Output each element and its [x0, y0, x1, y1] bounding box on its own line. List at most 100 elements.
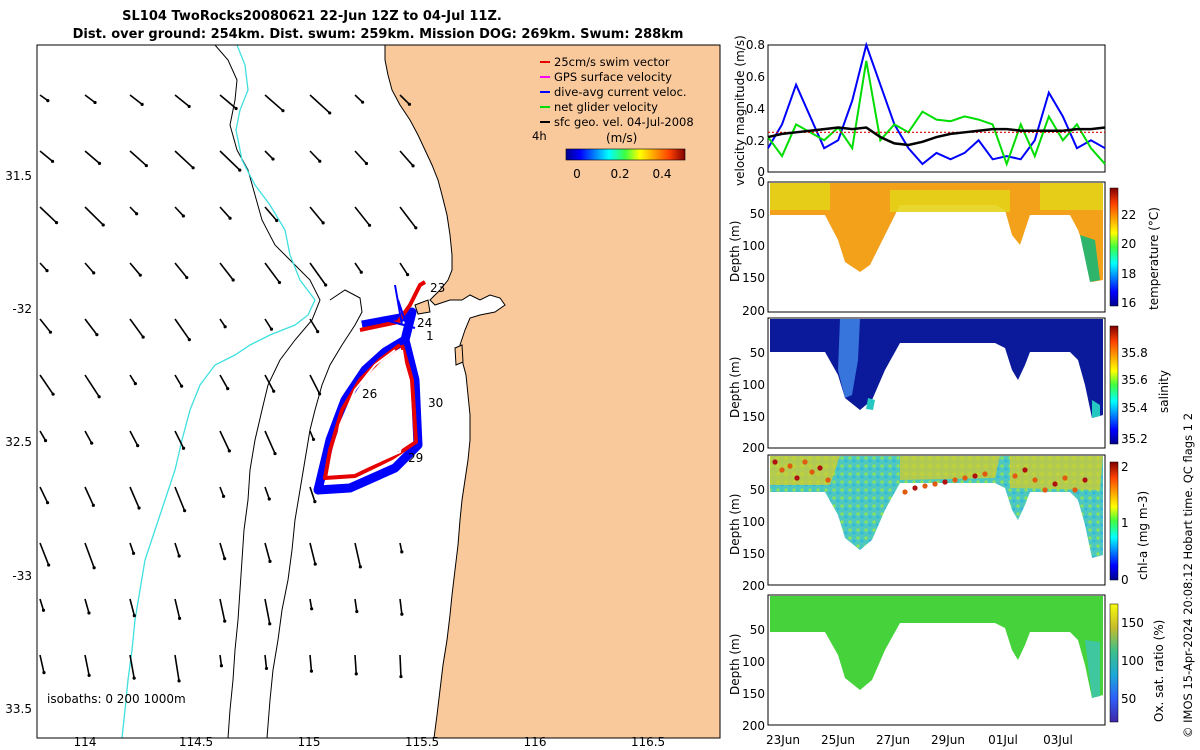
- current-vector-78: [264, 598, 271, 624]
- vel-ytick-1: 0.2: [746, 134, 765, 148]
- current-vector-head-72: [400, 550, 404, 554]
- current-vector-64: [39, 542, 50, 566]
- time-tick-3: 29Jun: [931, 733, 965, 747]
- current-vector-head-54: [227, 449, 231, 453]
- current-vector-43: [39, 374, 54, 395]
- chla-colorbar: [1109, 461, 1119, 581]
- current-vector-5: [264, 94, 284, 112]
- current-vector-18: [39, 206, 58, 224]
- ox-ctick-1: 100: [1121, 654, 1144, 668]
- current-vector-25: [354, 206, 371, 226]
- map-ytick-2: 32.5: [5, 435, 32, 449]
- current-vector-head-83: [87, 673, 91, 677]
- chla-dot-18: [1022, 467, 1028, 473]
- current-vector-87: [264, 654, 268, 669]
- chla-dot-8: [902, 489, 908, 495]
- current-vector-76: [174, 598, 181, 619]
- vel-ytick-0: 0: [757, 165, 765, 179]
- current-vector-47: [219, 374, 229, 390]
- vel-ytick-4: 0.8: [746, 38, 765, 52]
- sal-colorbar: [1109, 325, 1119, 445]
- current-vector-head-39: [187, 337, 191, 342]
- current-vector-head-28: [92, 271, 96, 275]
- temp-surface: [770, 183, 1103, 212]
- current-vector-head-60: [183, 509, 187, 513]
- temp-ctick-3: 22: [1121, 208, 1136, 222]
- current-vector-head-8: [407, 102, 412, 106]
- current-vector-head-74: [87, 611, 91, 615]
- day-label-26: 26: [362, 387, 377, 401]
- current-vectors: [39, 94, 418, 683]
- current-vector-head-10: [97, 161, 102, 166]
- current-vector-29: [129, 262, 141, 276]
- chla-dot-0: [772, 459, 778, 465]
- current-vector-head-69: [268, 559, 272, 563]
- current-vector-head-45: [133, 382, 137, 386]
- current-vector-head-68: [223, 557, 227, 561]
- legend-label-1: GPS surface velocity: [554, 70, 672, 84]
- current-vector-80: [354, 598, 358, 612]
- current-vector-head-87: [264, 666, 269, 671]
- chla-dot-3: [794, 475, 800, 481]
- current-vector-22: [219, 206, 231, 219]
- ox-deep: [1085, 640, 1100, 698]
- current-vector-head-36: [48, 330, 53, 334]
- current-vector-head-7: [360, 100, 365, 104]
- current-vector-head-53: [181, 446, 186, 450]
- current-vector-head-19: [101, 223, 105, 227]
- current-vector-8: [399, 94, 411, 105]
- chla-dot-14: [962, 475, 968, 481]
- track-red: [323, 280, 427, 480]
- ox-ctick-2: 150: [1121, 616, 1144, 630]
- chla-clabel: chl-a (mg m-3): [1136, 491, 1150, 580]
- current-vector-23: [264, 206, 278, 222]
- current-vector-head-32: [277, 280, 282, 285]
- temp-clabel: temperature (°C): [1147, 207, 1161, 310]
- current-vector-head-38: [141, 335, 145, 339]
- temp-ctick-2: 20: [1121, 237, 1136, 251]
- current-vector-3: [174, 94, 190, 108]
- day-label-29: 29: [408, 451, 423, 465]
- current-vector-89: [354, 654, 358, 674]
- current-vector-head-55: [273, 451, 277, 456]
- chla-ytick-2: 100: [742, 515, 765, 529]
- temp-ctick-1: 18: [1121, 267, 1136, 281]
- time-tick-4: 01Jul: [988, 733, 1018, 747]
- colorbar-unit: (m/s): [606, 131, 637, 145]
- current-vector-head-70: [313, 562, 317, 566]
- current-vector-13: [219, 150, 241, 171]
- oxygen-panel: [767, 594, 1119, 726]
- map-ytick-3: -33: [12, 569, 32, 583]
- current-vector-head-64: [47, 563, 51, 567]
- current-vector-83: [84, 654, 90, 676]
- temp-ylabel: Depth (m): [728, 221, 742, 282]
- current-vector-69: [264, 542, 271, 562]
- current-vector-74: [84, 598, 90, 614]
- current-vector-90: [399, 654, 402, 677]
- temp-ytick-2: 100: [742, 239, 765, 253]
- sal-ctick-1: 35.4: [1121, 401, 1148, 415]
- current-vector-52: [129, 430, 139, 447]
- chla-dot-13: [952, 477, 958, 483]
- current-vector-42: [309, 318, 319, 333]
- ox-ylabel: Depth (m): [728, 634, 742, 695]
- current-vector-30: [174, 262, 188, 279]
- colorbar-tick-2: 0.4: [652, 167, 671, 181]
- current-vector-32: [264, 262, 281, 283]
- chla-dot-12: [942, 479, 948, 485]
- current-vector-33: [309, 262, 327, 286]
- current-vector-head-26: [414, 226, 418, 230]
- isobath-200: [121, 45, 316, 738]
- chla-dot-19: [1032, 477, 1038, 483]
- chla-dot-6: [817, 465, 823, 471]
- current-vector-17: [399, 150, 414, 167]
- temperature-panel: [767, 181, 1119, 313]
- current-vector-62: [264, 486, 271, 500]
- current-vector-81: [399, 598, 403, 615]
- legend-label-0: 25cm/s swim vector: [554, 55, 670, 69]
- current-vector-head-12: [191, 166, 195, 170]
- current-vector-14: [264, 150, 274, 160]
- current-vector-39: [174, 318, 190, 341]
- current-vector-28: [84, 262, 95, 274]
- temp-ytick-4: 200: [742, 304, 765, 318]
